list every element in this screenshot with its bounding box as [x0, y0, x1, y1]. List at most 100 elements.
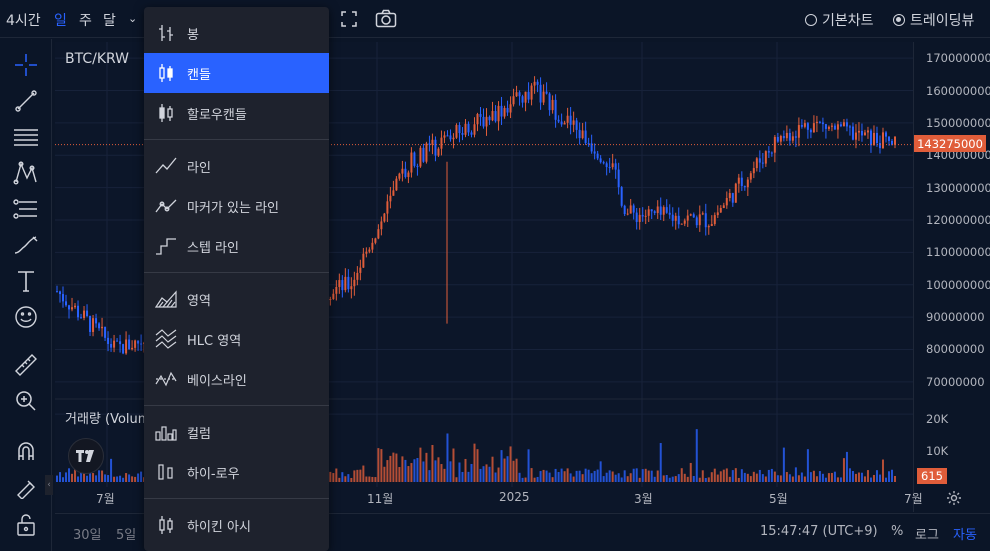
candle-body: [776, 137, 779, 142]
volume-label[interactable]: 거래량 (Volum: [65, 412, 151, 427]
auto-toggle[interactable]: 자동: [953, 528, 977, 543]
candle-body: [680, 223, 683, 225]
menu-item-columns[interactable]: 컬럼: [144, 412, 329, 452]
candle-body: [380, 221, 383, 230]
volume-bar: [569, 473, 572, 482]
menu-item-bars[interactable]: 봉: [144, 13, 329, 53]
menu-item-heikin-ashi[interactable]: 하이킨 아시: [144, 505, 329, 545]
candle-body: [578, 129, 581, 139]
range-30d[interactable]: 30일: [73, 528, 102, 543]
volume-bar: [443, 468, 446, 482]
volume-bar: [104, 474, 107, 482]
volume-bar: [683, 473, 686, 482]
volume-bar: [557, 472, 560, 482]
candle-body: [440, 137, 443, 149]
fullscreen-icon[interactable]: [340, 10, 358, 32]
lock-drawing-icon[interactable]: [12, 473, 40, 501]
line-icon: [155, 155, 177, 177]
candle-body: [611, 163, 614, 168]
volume-bar: [620, 477, 623, 482]
candle-body: [386, 201, 389, 214]
ruler-icon[interactable]: [12, 351, 40, 379]
menu-item-hlc-area[interactable]: HLC 영역: [144, 319, 329, 359]
candle-body: [395, 178, 398, 191]
candle-body: [584, 130, 587, 144]
candle-body: [563, 122, 566, 125]
volume-bar: [584, 468, 587, 482]
price-tick: 120000000: [926, 213, 990, 227]
candle-body: [488, 116, 491, 121]
volume-bar: [851, 471, 854, 482]
brush-icon[interactable]: [12, 231, 40, 259]
volume-bar: [548, 472, 551, 482]
horizontal-lines-icon[interactable]: [12, 123, 40, 151]
zoom-in-icon[interactable]: [12, 387, 40, 415]
menu-item-area[interactable]: 영역: [144, 279, 329, 319]
candle-body: [746, 179, 749, 188]
clock-timezone[interactable]: 15:47:47 (UTC+9): [760, 524, 878, 539]
camera-icon[interactable]: [375, 9, 397, 33]
log-toggle[interactable]: 로그: [915, 528, 939, 543]
volume-bar: [476, 449, 479, 482]
pattern-icon[interactable]: [12, 159, 40, 187]
candle-body: [806, 123, 809, 130]
volume-bar: [668, 477, 671, 482]
period-week[interactable]: 주: [79, 13, 92, 29]
menu-item-step-line[interactable]: 스텝 라인: [144, 226, 329, 266]
candle-body: [125, 339, 128, 354]
volume-bar: [419, 447, 422, 482]
menu-item-hollow-candles[interactable]: 할로우캔들: [144, 93, 329, 133]
text-icon[interactable]: [12, 267, 40, 295]
fib-retracement-icon[interactable]: [12, 195, 40, 223]
volume-bar: [389, 455, 392, 482]
magnet-icon[interactable]: [12, 437, 40, 465]
volume-bar: [140, 471, 143, 482]
period-month[interactable]: 달: [103, 13, 116, 29]
volume-bar: [839, 477, 842, 482]
candle-body: [818, 121, 821, 123]
symbol-label[interactable]: BTC/KRW: [65, 51, 130, 67]
menu-item-high-low[interactable]: 하이-로우: [144, 452, 329, 492]
percent-toggle[interactable]: %: [891, 524, 904, 539]
candle-body: [620, 187, 623, 206]
menu-divider: [144, 272, 329, 273]
candle-body: [629, 205, 632, 214]
menu-item-line-markers[interactable]: 마커가 있는 라인: [144, 186, 329, 226]
candle-body: [665, 207, 668, 213]
menu-item-candles[interactable]: 캔들: [144, 53, 329, 93]
interval-selector[interactable]: 4시간: [6, 13, 41, 29]
tradingview-logo-icon[interactable]: [68, 438, 104, 474]
range-5d[interactable]: 5일: [116, 528, 137, 543]
volume-bar: [575, 470, 578, 482]
candle-body: [683, 220, 686, 224]
collapse-toolbar-icon[interactable]: ‹: [45, 475, 53, 495]
volume-bar: [134, 476, 137, 482]
volume-bar: [572, 476, 575, 482]
period-day[interactable]: 일: [54, 13, 67, 29]
candle-body: [470, 132, 473, 135]
volume-bar: [344, 476, 347, 482]
volume-bar: [587, 469, 590, 482]
price-tick: 160000000: [926, 83, 990, 98]
price-tick: 150000000: [926, 115, 990, 130]
candle-body: [101, 326, 104, 329]
crosshair-icon[interactable]: [12, 51, 40, 79]
volume-bar: [599, 461, 602, 482]
emoji-icon[interactable]: [12, 303, 40, 331]
volume-bar: [737, 477, 740, 482]
menu-item-baseline[interactable]: 베이스라인: [144, 359, 329, 399]
trend-line-icon[interactable]: [12, 87, 40, 115]
radio-tradingview[interactable]: 트레이딩뷰: [893, 10, 974, 30]
menu-item-line[interactable]: 라인: [144, 146, 329, 186]
chevron-down-icon[interactable]: ⌄: [128, 12, 138, 25]
volume-bar: [332, 473, 335, 482]
volume-bar: [110, 458, 113, 482]
lock-icon[interactable]: [12, 511, 40, 539]
volume-bar: [98, 470, 101, 482]
volume-bar: [782, 447, 785, 482]
radio-basic-chart[interactable]: 기본차트: [805, 10, 874, 30]
candle-body: [77, 305, 80, 318]
candle-body: [626, 213, 629, 215]
price-scale[interactable]: 170000000 160000000 150000000 140000000 1300…: [913, 42, 990, 512]
settings-gear-icon[interactable]: [946, 490, 962, 510]
